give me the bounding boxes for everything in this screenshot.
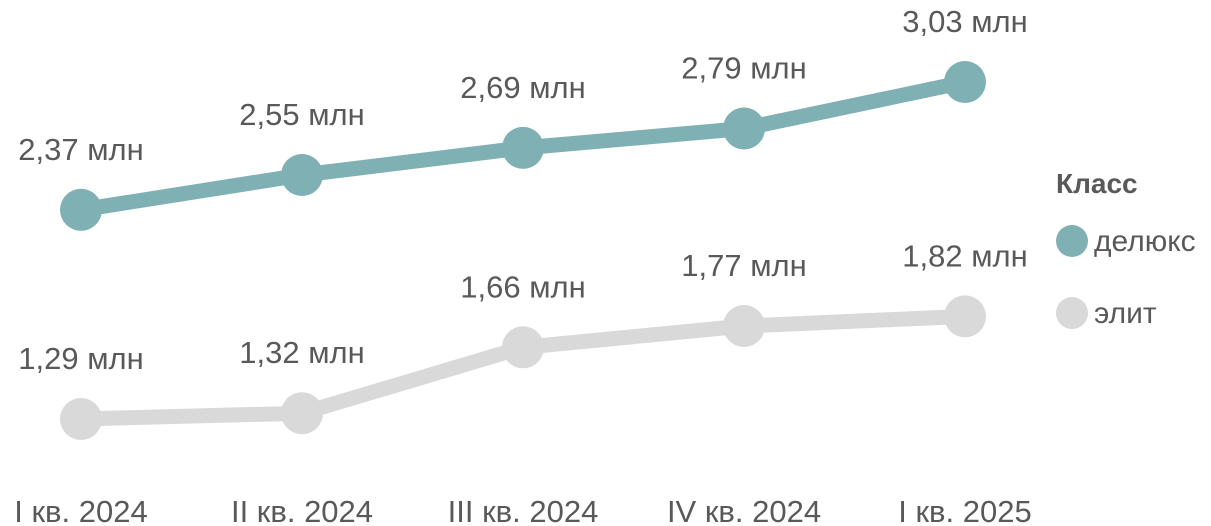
data-point-deluxe[interactable] — [723, 107, 765, 150]
data-point-elite[interactable] — [723, 305, 765, 347]
series-layer: 2,37 млн 2,55 млн 2,69 млн 2,79 млн 3,03 млн… — [18, 4, 1028, 440]
data-point-deluxe[interactable] — [502, 126, 544, 169]
legend-label-elite: элит — [1094, 297, 1157, 330]
data-label-elite: 1,77 млн — [681, 248, 806, 283]
data-point-elite[interactable] — [502, 326, 544, 369]
x-tick-label: IV кв. 2024 — [667, 494, 821, 526]
series-deluxe: 2,37 млн 2,55 млн 2,69 млн 2,79 млн 3,03 млн — [18, 4, 1028, 231]
legend-item-deluxe[interactable]: делюкс — [1056, 225, 1196, 258]
series-elite: 1,29 млн 1,32 млн 1,66 млн 1,77 млн 1,82 млн — [18, 238, 1028, 440]
legend-marker-elite — [1056, 297, 1088, 329]
legend-marker-deluxe — [1056, 225, 1088, 257]
data-point-deluxe[interactable] — [281, 154, 323, 196]
x-tick-label: I кв. 2025 — [898, 494, 1031, 526]
data-label-deluxe: 2,79 млн — [681, 51, 806, 86]
data-label-deluxe: 3,03 млн — [902, 4, 1027, 39]
data-point-elite[interactable] — [281, 392, 323, 435]
x-tick-label: II кв. 2024 — [231, 494, 373, 526]
data-point-elite[interactable] — [944, 295, 986, 338]
data-point-deluxe[interactable] — [944, 61, 986, 103]
data-point-deluxe[interactable] — [60, 188, 102, 231]
data-label-elite: 1,29 млн — [18, 341, 143, 376]
legend-title: Класс — [1056, 168, 1138, 199]
data-label-deluxe: 2,69 млн — [460, 70, 585, 105]
legend-item-elite[interactable]: элит — [1056, 297, 1157, 330]
data-point-elite[interactable] — [60, 398, 102, 440]
legend: Класс делюкс элит — [1056, 168, 1196, 330]
x-tick-label: I кв. 2024 — [14, 494, 147, 526]
data-label-deluxe: 2,37 млн — [18, 132, 143, 167]
data-label-deluxe: 2,55 млн — [239, 97, 364, 132]
data-label-elite: 1,32 млн — [239, 335, 364, 370]
x-tick-label: III кв. 2024 — [448, 494, 599, 526]
legend-label-deluxe: делюкс — [1094, 225, 1196, 258]
data-label-elite: 1,66 млн — [460, 269, 585, 304]
x-axis-ticks: I кв. 2024 II кв. 2024 III кв. 2024 IV кв. … — [14, 494, 1031, 526]
data-label-elite: 1,82 млн — [902, 238, 1027, 273]
